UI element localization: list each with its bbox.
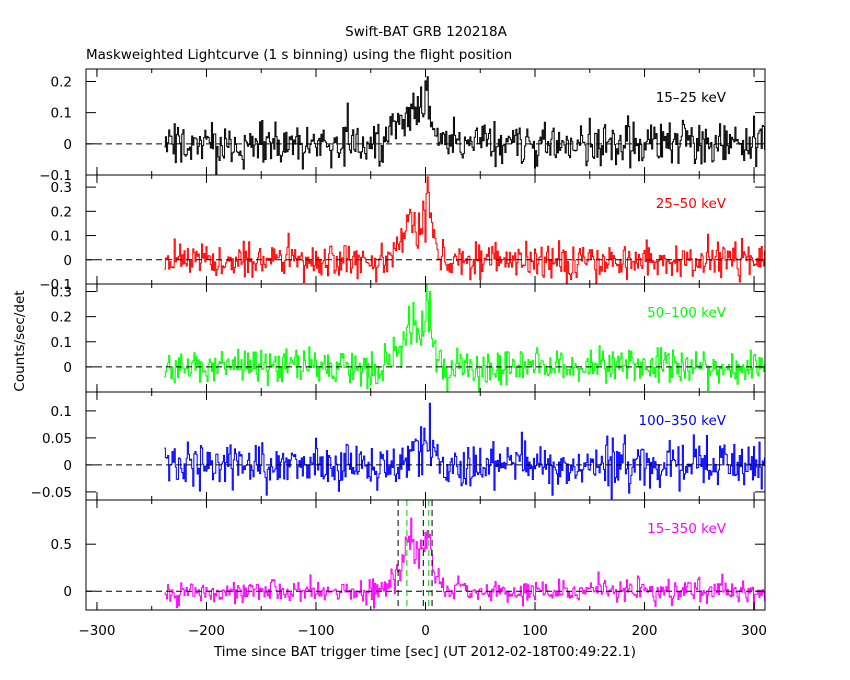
lightcurve-series	[164, 76, 765, 175]
y-tick-label: 0.2	[51, 74, 72, 90]
x-tick-label: 100	[522, 623, 548, 639]
panel-frame	[85, 391, 766, 501]
band-label: 15–25 keV	[656, 90, 727, 106]
lightcurve-series	[164, 284, 765, 392]
panel-frame	[85, 283, 766, 393]
y-tick-label: 0.3	[51, 180, 72, 196]
band-label: 15–350 keV	[647, 521, 727, 537]
lightcurve-series	[164, 402, 765, 500]
x-tick-label: −300	[78, 623, 115, 639]
y-tick-label: 0	[63, 137, 72, 153]
panel-frame	[85, 174, 766, 285]
y-tick-label: −0.1	[39, 277, 72, 293]
band-label: 25–50 keV	[656, 196, 727, 212]
y-tick-label: 0.2	[51, 204, 72, 220]
band-label: 100–350 keV	[639, 413, 727, 429]
lightcurve-series	[164, 176, 765, 284]
y-tick-label: 0.1	[51, 404, 72, 420]
y-tick-label: −0.1	[39, 168, 72, 184]
panels-group: −0.1 0 0.1 0.2 15–25 keV −0.1 0 0.1 0.2 0.3 25–50 …	[31, 68, 767, 639]
y-tick-label: 0.1	[51, 229, 72, 245]
lightcurve-series	[164, 517, 765, 610]
chart-title: Swift-BAT GRB 120218A	[345, 24, 507, 40]
y-tick-label: 0.3	[51, 285, 72, 301]
y-axis-label: Counts/sec/det	[12, 290, 28, 391]
panel-frame	[85, 68, 766, 176]
panel-1: −0.1 0 0.1 0.2 15–25 keV	[39, 68, 766, 184]
panel-4: −0.05 0 0.05 0.1 100–350 keV	[31, 391, 766, 501]
y-tick-label: 0	[63, 253, 72, 269]
panel-2: −0.1 0 0.1 0.2 0.3 25–50 keV	[39, 174, 766, 293]
x-tick-label: 200	[632, 623, 658, 639]
x-tick-label: −100	[297, 623, 334, 639]
x-tick-label: −200	[188, 623, 225, 639]
y-tick-label: 0.1	[51, 106, 72, 122]
band-label: 50–100 keV	[647, 305, 727, 321]
y-tick-label: 0.05	[42, 431, 72, 447]
chart-subtitle: Maskweighted Lightcurve (1 s binning) us…	[86, 47, 512, 63]
x-tick-label: 300	[741, 623, 767, 639]
y-tick-label: 0	[63, 360, 72, 376]
y-tick-label: 0.2	[51, 310, 72, 326]
y-tick-label: 0	[63, 584, 72, 600]
panel-3: 0 0.1 0.2 0.3 50–100 keV	[51, 283, 766, 393]
y-tick-label: 0.5	[51, 537, 72, 553]
x-tick-label: 0	[421, 623, 430, 639]
x-axis-label: Time since BAT trigger time [sec] (UT 20…	[213, 644, 636, 660]
y-tick-label: 0	[63, 458, 72, 474]
y-tick-label: 0.1	[51, 335, 72, 351]
y-tick-label: −0.05	[31, 485, 72, 501]
panel-frame	[85, 499, 766, 611]
panel-5: 0 0.5 15–350 keV	[51, 499, 766, 611]
